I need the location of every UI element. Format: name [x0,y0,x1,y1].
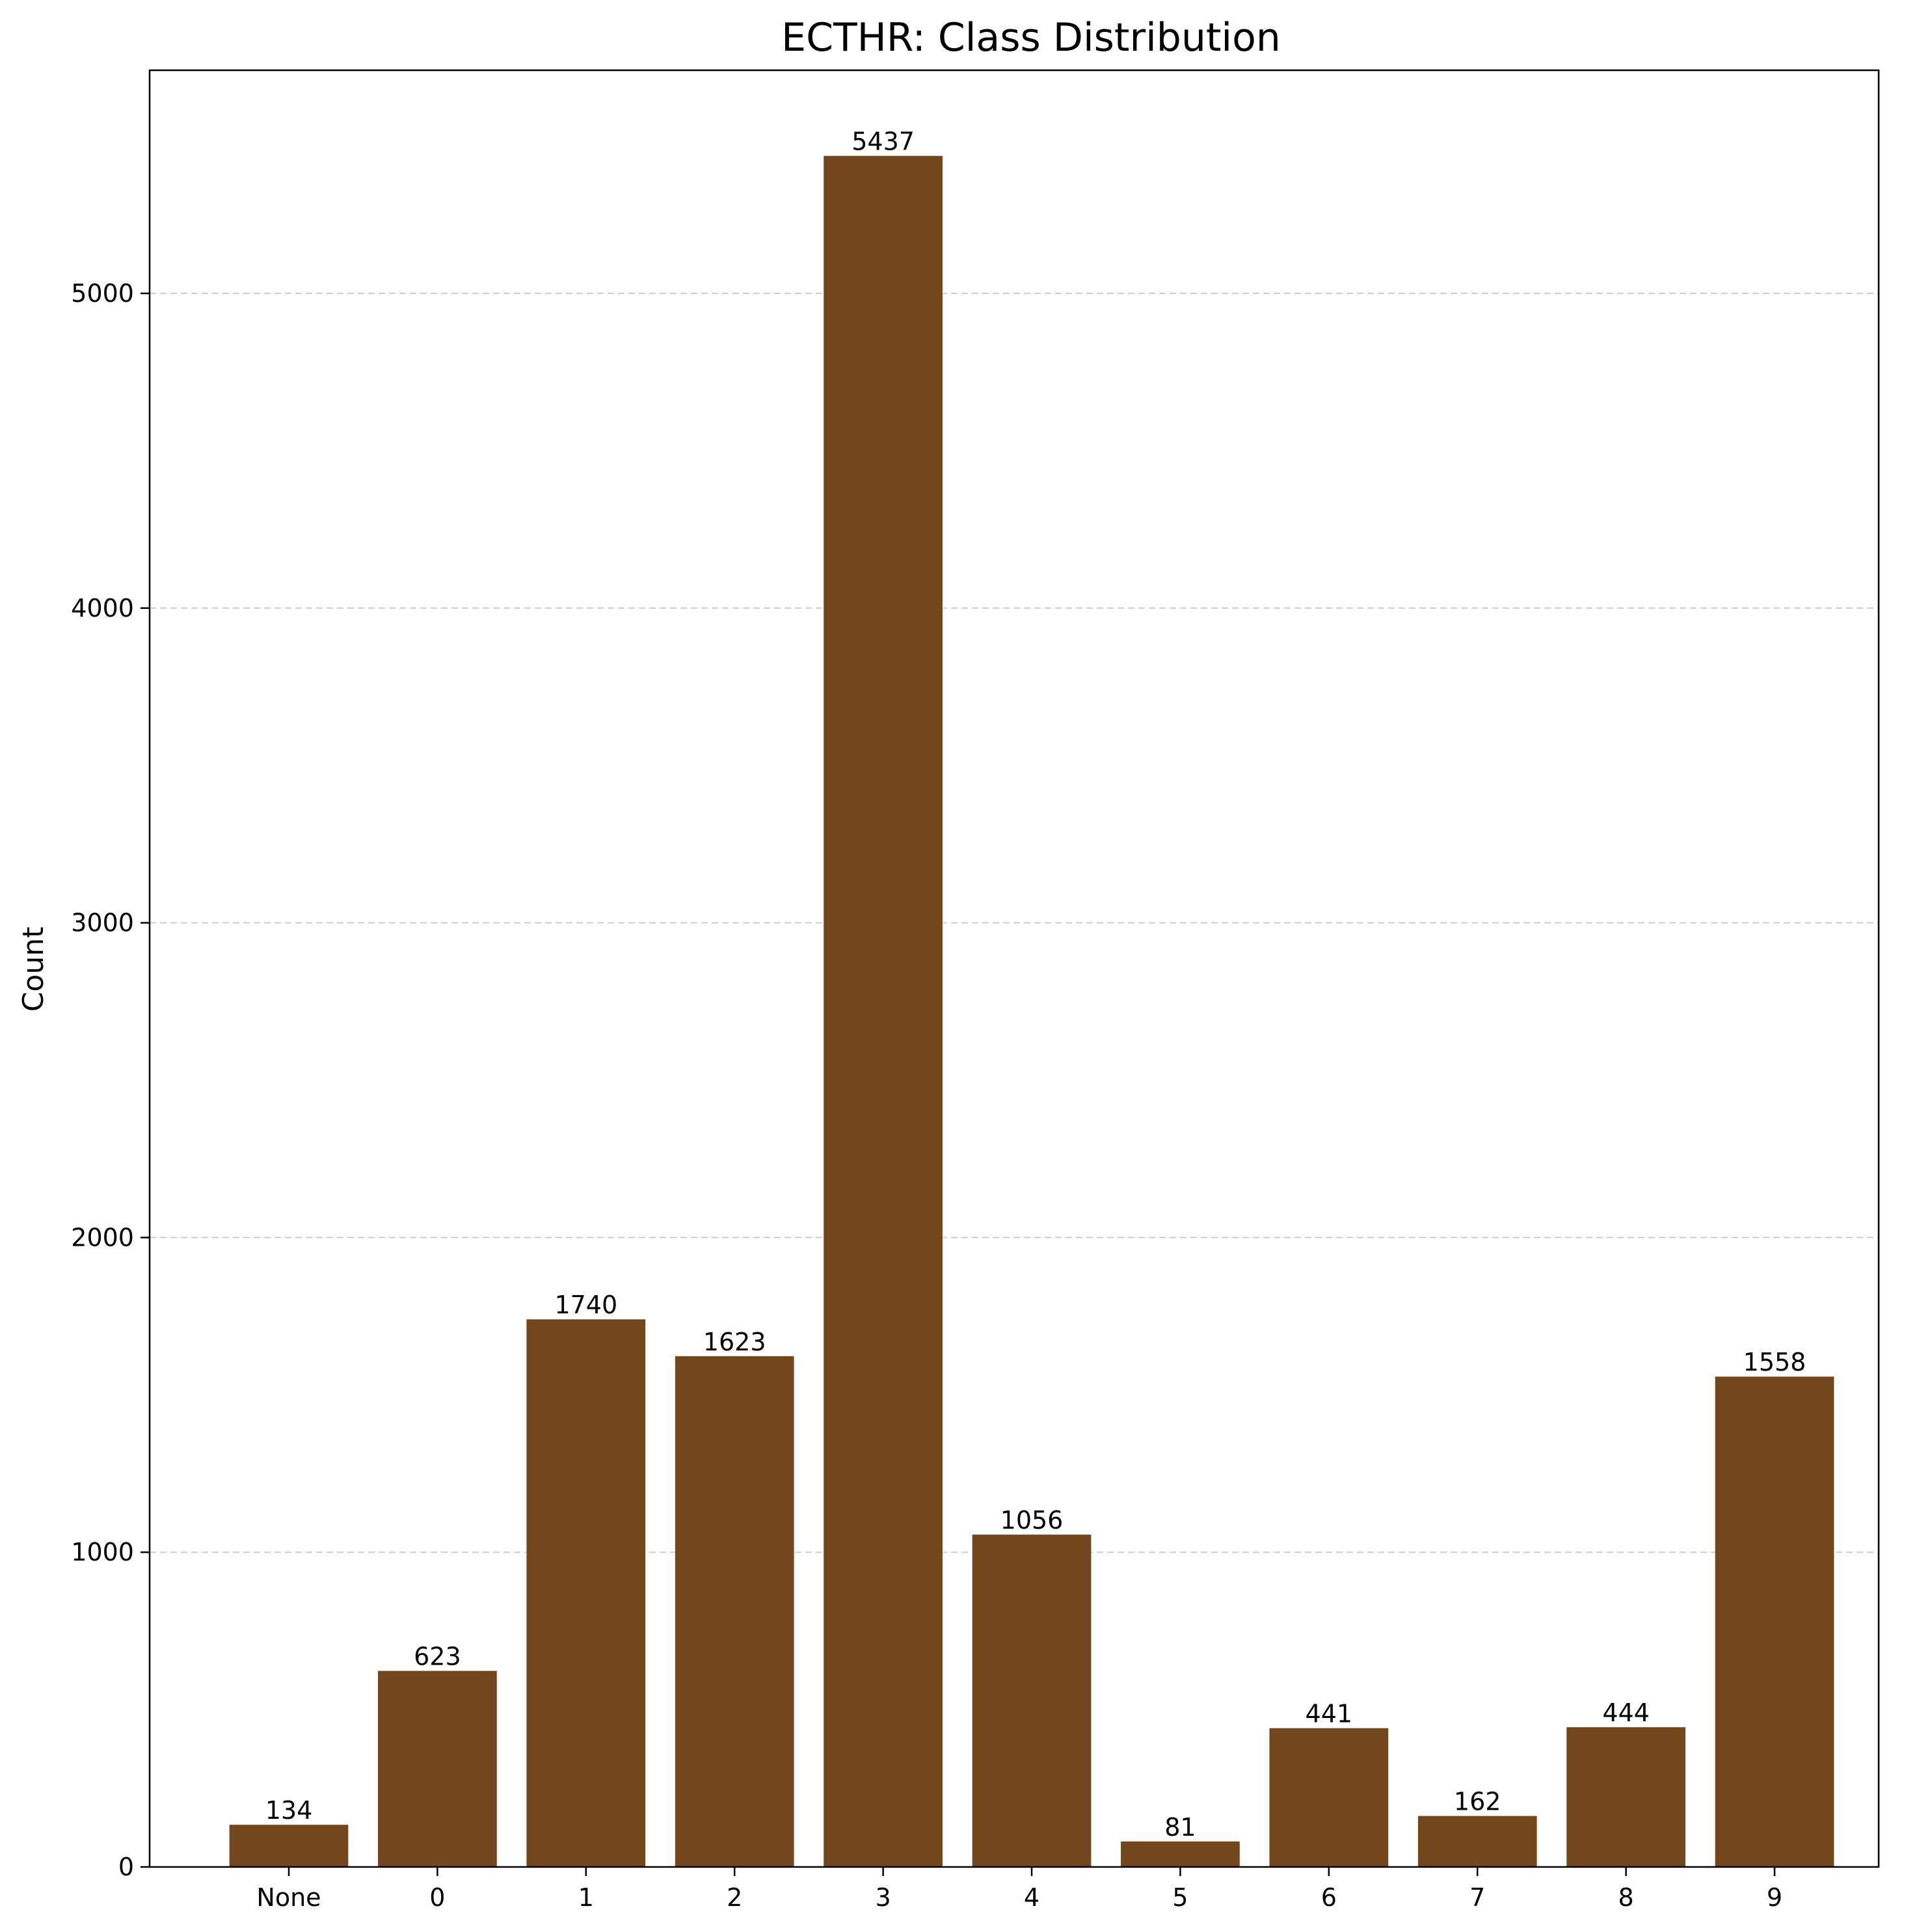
y-tick-label: 1000 [71,1538,134,1566]
bar-value-label: 1056 [1000,1506,1064,1535]
x-tick-label: 4 [1024,1883,1040,1912]
chart-title: ECTHR: Class Distribution [781,15,1281,60]
x-tick-label: 3 [876,1883,891,1912]
x-tick-label: 8 [1618,1883,1634,1912]
bar-value-label: 444 [1602,1698,1650,1727]
bar-value-label: 134 [265,1796,313,1825]
x-tick-label: 9 [1767,1883,1782,1912]
x-tick-label: 7 [1469,1883,1485,1912]
bar-value-label: 1558 [1743,1348,1806,1376]
bar-value-label: 81 [1164,1813,1196,1842]
bars [229,155,1834,1867]
y-tick-label: 5000 [71,279,134,308]
x-tick-label: 0 [429,1883,445,1912]
x-tick-label: 1 [578,1883,594,1912]
bar [1417,1816,1537,1867]
y-tick-label: 3000 [71,909,134,937]
grid-lines [150,293,1879,1553]
bar-value-label: 1623 [703,1328,766,1356]
bar [1566,1727,1685,1867]
bar-value-label: 623 [414,1643,461,1671]
bar [1269,1728,1389,1867]
bar [972,1535,1092,1867]
bar [675,1356,794,1867]
bar-value-label: 1740 [554,1291,617,1319]
x-tick-label: 5 [1172,1883,1188,1912]
bar-value-label: 441 [1306,1700,1353,1728]
bar [229,1825,349,1867]
bar [1715,1376,1834,1867]
y-tick-label: 2000 [71,1223,134,1252]
y-tick-label: 4000 [71,594,134,623]
bar-value-label: 162 [1454,1788,1501,1816]
x-tick-label: None [256,1883,321,1912]
plot-area-frame [148,69,1880,1868]
y-tick-label: 0 [118,1853,134,1881]
x-tick-label: 2 [727,1883,742,1912]
bar [526,1319,646,1867]
x-axis-ticks: None 0 1 2 3 4 5 6 7 8 9 [256,1867,1782,1912]
bar [824,155,943,1867]
y-axis-label: Count [17,927,50,1012]
data-labels: 134 623 1740 1623 5437 1056 81 441 162 444 1558 [265,127,1806,1842]
x-tick-label: 6 [1321,1883,1337,1912]
bar-value-label: 5437 [852,127,915,156]
y-axis-ticks: 0 1000 2000 3000 4000 5000 [71,279,150,1881]
bar [378,1670,497,1867]
bar [1121,1841,1240,1867]
